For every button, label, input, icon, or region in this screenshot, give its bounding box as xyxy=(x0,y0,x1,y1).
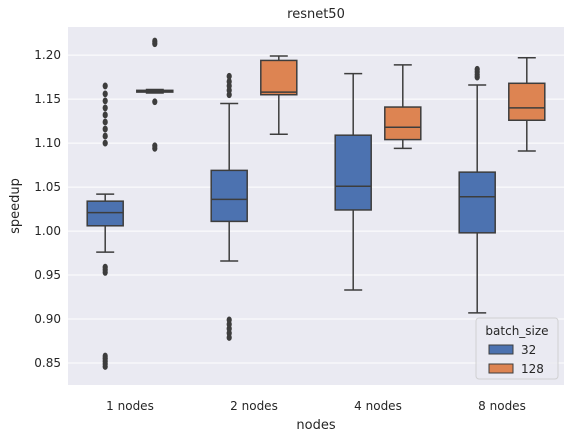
outlier-point xyxy=(102,125,108,133)
outlier-point xyxy=(226,72,232,80)
x-tick-label: 1 nodes xyxy=(106,399,154,413)
chart-title: resnet50 xyxy=(287,7,345,22)
legend-label-128: 128 xyxy=(521,362,544,376)
outlier-point xyxy=(102,97,108,105)
x-tick-label: 4 nodes xyxy=(354,399,402,413)
gridlines xyxy=(68,54,564,364)
box-32-0 xyxy=(86,200,124,227)
y-axis-label: speedup xyxy=(8,178,23,234)
outlier-point xyxy=(102,118,108,126)
outlier-point xyxy=(102,104,108,112)
outlier-point xyxy=(102,352,108,360)
box-32-1 xyxy=(210,169,248,223)
x-tick-labels: 1 nodes 2 nodes 4 nodes 8 nodes xyxy=(106,399,526,413)
box-32-3 xyxy=(458,171,496,234)
legend-label-32: 32 xyxy=(521,343,536,357)
outlier-point xyxy=(152,37,158,45)
box-128-3 xyxy=(508,82,546,121)
y-tick-label: 1.15 xyxy=(34,92,61,106)
y-tick-label: 0.95 xyxy=(34,268,61,282)
outlier-point xyxy=(474,65,480,73)
y-tick-label: 1.00 xyxy=(34,224,61,238)
outlier-point xyxy=(226,316,232,324)
y-tick-label: 1.05 xyxy=(34,180,61,194)
legend-swatch-128 xyxy=(488,363,514,374)
x-axis-label: nodes xyxy=(296,418,335,433)
outlier-point xyxy=(152,98,158,106)
y-tick-label: 1.20 xyxy=(34,48,61,62)
box-128-1 xyxy=(260,59,298,96)
y-tick-label: 0.85 xyxy=(34,356,61,370)
outlier-point xyxy=(102,263,108,271)
x-tick-label: 2 nodes xyxy=(230,399,278,413)
outlier-point xyxy=(102,139,108,147)
x-tick-label: 8 nodes xyxy=(478,399,526,413)
outlier-point xyxy=(152,142,158,150)
outlier-point xyxy=(102,111,108,119)
outlier-point xyxy=(226,78,232,85)
outlier-point xyxy=(102,132,108,140)
legend-swatch-32 xyxy=(488,344,514,355)
y-tick-labels: 0.85 0.90 0.95 1.00 1.05 1.10 1.15 1.20 xyxy=(34,48,61,370)
legend: batch_size 32 128 xyxy=(475,317,559,380)
box-32-2 xyxy=(334,134,372,211)
y-tick-label: 0.90 xyxy=(34,312,61,326)
legend-title: batch_size xyxy=(485,324,548,338)
box-group xyxy=(86,37,546,370)
box-128-2 xyxy=(384,106,422,141)
outlier-point xyxy=(102,82,108,90)
y-tick-label: 1.10 xyxy=(34,136,61,150)
outlier-point xyxy=(102,90,108,98)
